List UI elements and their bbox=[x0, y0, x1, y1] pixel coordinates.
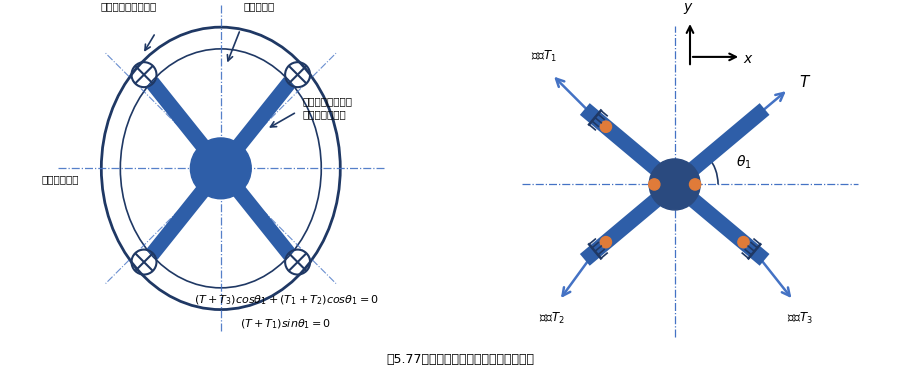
Text: $T$: $T$ bbox=[798, 74, 810, 90]
Text: トップリング: トップリング bbox=[41, 174, 79, 184]
Circle shape bbox=[737, 236, 748, 248]
Text: 副鏡を支える
中央の構造: 副鏡を支える 中央の構造 bbox=[240, 0, 278, 11]
Circle shape bbox=[599, 121, 611, 132]
Circle shape bbox=[599, 236, 611, 248]
Circle shape bbox=[190, 138, 251, 199]
Text: 反力$T_3$: 反力$T_3$ bbox=[787, 310, 812, 326]
Text: $x$: $x$ bbox=[743, 52, 753, 66]
Text: $\theta_1$: $\theta_1$ bbox=[735, 153, 751, 171]
Text: 上部トラスがトップ
リングを支える支点: 上部トラスがトップ リングを支える支点 bbox=[100, 0, 156, 11]
Circle shape bbox=[649, 159, 699, 210]
Text: $y$: $y$ bbox=[682, 1, 693, 16]
Circle shape bbox=[688, 179, 700, 190]
Text: スパイダの板厚が
光路を一部遠断: スパイダの板厚が 光路を一部遠断 bbox=[302, 96, 352, 119]
Text: $(T + T_1)sin\theta_1 = 0$: $(T + T_1)sin\theta_1 = 0$ bbox=[240, 317, 331, 331]
Text: $(T + T_3)cos\theta_1 + (T_1 + T_2)cos\theta_1 = 0$: $(T + T_3)cos\theta_1 + (T_1 + T_2)cos\t… bbox=[193, 293, 378, 307]
Text: 反力$T_1$: 反力$T_1$ bbox=[530, 49, 556, 64]
Circle shape bbox=[648, 179, 659, 190]
Text: 反力$T_2$: 反力$T_2$ bbox=[539, 310, 564, 326]
Text: 噶5.77　スパイダ構造と張力調整の原理: 噶5.77 スパイダ構造と張力調整の原理 bbox=[386, 352, 533, 366]
